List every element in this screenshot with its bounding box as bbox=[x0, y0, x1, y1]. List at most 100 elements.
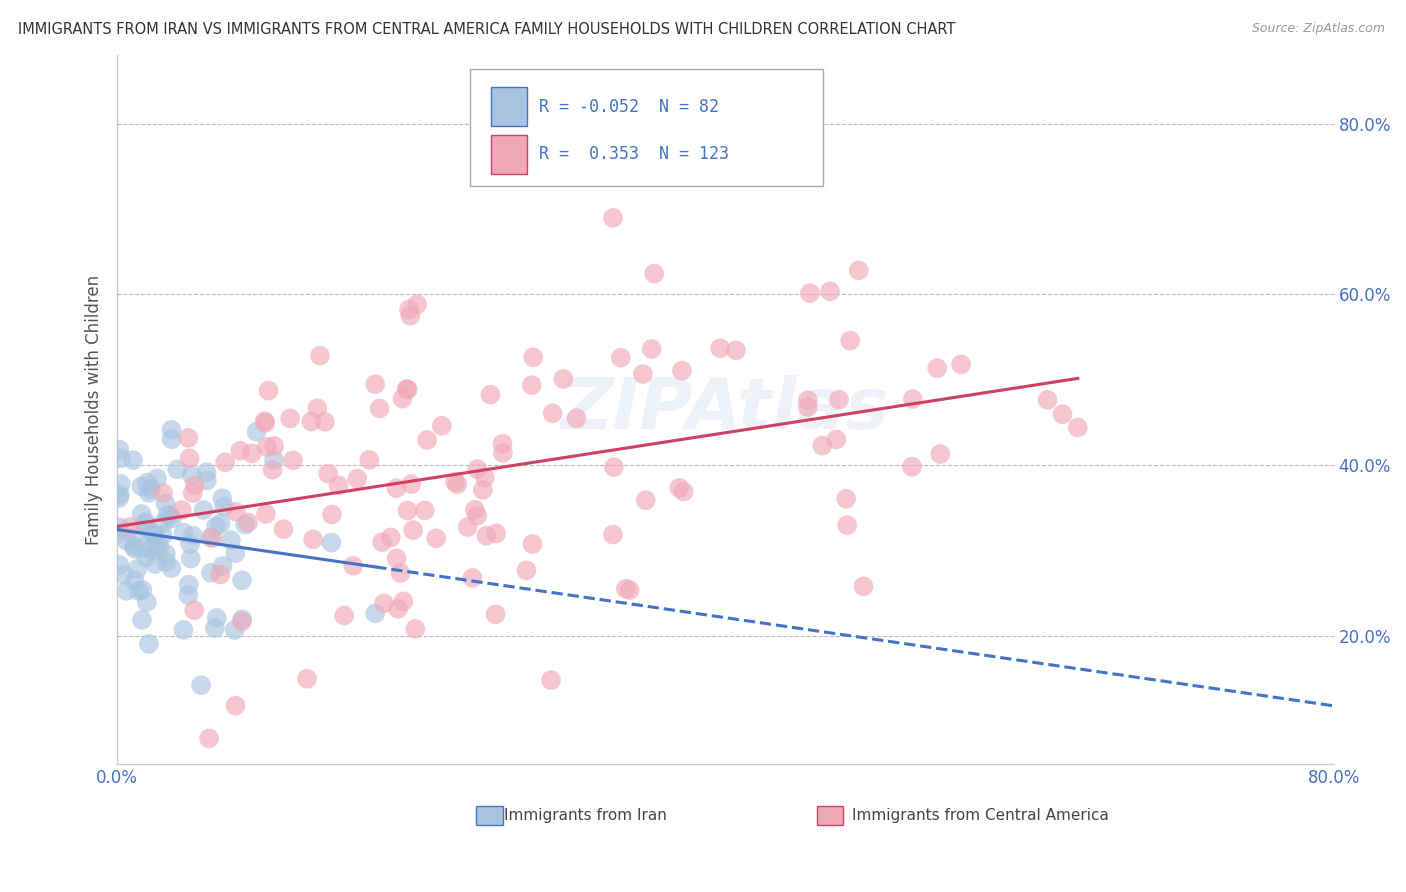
Point bbox=[195, 466, 218, 480]
Point bbox=[224, 546, 246, 560]
Point bbox=[115, 583, 138, 598]
Point bbox=[166, 462, 188, 476]
Point bbox=[198, 731, 221, 746]
Point bbox=[404, 622, 426, 636]
Point bbox=[233, 517, 256, 532]
Point bbox=[219, 533, 242, 547]
Point bbox=[145, 540, 167, 554]
Point bbox=[173, 525, 195, 540]
Point bbox=[142, 526, 165, 541]
Point bbox=[471, 483, 494, 497]
Point bbox=[138, 637, 160, 651]
Point bbox=[391, 392, 413, 406]
Point bbox=[128, 584, 150, 599]
Point bbox=[321, 508, 343, 522]
Point bbox=[155, 496, 177, 510]
Point bbox=[195, 474, 218, 488]
Point bbox=[204, 621, 226, 635]
Point bbox=[302, 533, 325, 547]
Point bbox=[231, 612, 253, 626]
Point bbox=[797, 393, 820, 408]
Point bbox=[263, 453, 285, 467]
Point bbox=[634, 493, 657, 508]
Point bbox=[152, 528, 174, 542]
Point bbox=[346, 472, 368, 486]
Point bbox=[828, 392, 851, 407]
Point bbox=[467, 462, 489, 476]
Point bbox=[120, 520, 142, 534]
Point bbox=[927, 361, 949, 376]
Y-axis label: Family Households with Children: Family Households with Children bbox=[86, 275, 103, 545]
Point bbox=[465, 508, 488, 523]
Bar bbox=[491, 87, 527, 127]
Point bbox=[181, 528, 204, 542]
Point bbox=[385, 481, 408, 495]
Point bbox=[240, 446, 263, 460]
Point bbox=[112, 567, 135, 582]
Point bbox=[602, 211, 624, 225]
Point bbox=[368, 401, 391, 416]
Point bbox=[131, 582, 153, 597]
Point bbox=[127, 562, 149, 576]
Point bbox=[307, 401, 329, 416]
Point bbox=[231, 574, 253, 588]
Point bbox=[446, 477, 468, 491]
Point bbox=[209, 516, 232, 531]
Point bbox=[262, 463, 284, 477]
Point bbox=[515, 563, 537, 577]
Point bbox=[610, 351, 633, 365]
Point bbox=[245, 425, 267, 439]
Point bbox=[416, 433, 439, 447]
Point bbox=[364, 607, 387, 621]
Text: Source: ZipAtlas.com: Source: ZipAtlas.com bbox=[1251, 22, 1385, 36]
Point bbox=[401, 477, 423, 491]
Point bbox=[139, 542, 162, 557]
Point bbox=[211, 491, 233, 506]
Point bbox=[724, 343, 747, 358]
Point bbox=[135, 550, 157, 565]
Point bbox=[901, 392, 924, 406]
Point bbox=[811, 439, 834, 453]
Point bbox=[177, 431, 200, 445]
Point bbox=[474, 470, 496, 484]
Point bbox=[541, 406, 564, 420]
Point bbox=[295, 672, 318, 686]
Point bbox=[205, 519, 228, 533]
Point bbox=[224, 623, 246, 637]
Point bbox=[184, 478, 207, 492]
Point bbox=[273, 522, 295, 536]
Point bbox=[159, 508, 181, 523]
Bar bbox=[817, 805, 844, 825]
Point bbox=[180, 551, 202, 566]
Point bbox=[484, 607, 506, 622]
Point bbox=[236, 516, 259, 530]
Point bbox=[108, 491, 131, 505]
Point bbox=[1067, 420, 1090, 434]
Point bbox=[124, 530, 146, 544]
Point bbox=[425, 531, 447, 545]
Point bbox=[520, 378, 543, 392]
Point bbox=[278, 411, 301, 425]
Point bbox=[160, 511, 183, 525]
Point bbox=[190, 678, 212, 692]
Point bbox=[131, 479, 153, 493]
Point bbox=[110, 451, 132, 466]
Point bbox=[281, 453, 304, 467]
Point bbox=[709, 341, 731, 355]
Point bbox=[950, 358, 973, 372]
Point bbox=[479, 387, 502, 401]
Point bbox=[413, 503, 436, 517]
Point bbox=[1036, 392, 1059, 407]
Point bbox=[852, 579, 875, 593]
Point bbox=[835, 491, 858, 506]
Point bbox=[389, 566, 412, 580]
Point bbox=[152, 516, 174, 530]
Point bbox=[461, 571, 484, 585]
Text: Immigrants from Central America: Immigrants from Central America bbox=[852, 808, 1109, 823]
Point bbox=[672, 484, 695, 499]
Point bbox=[396, 383, 419, 397]
Point bbox=[205, 611, 228, 625]
Point bbox=[160, 561, 183, 575]
Point bbox=[522, 537, 544, 551]
Point bbox=[839, 334, 862, 348]
